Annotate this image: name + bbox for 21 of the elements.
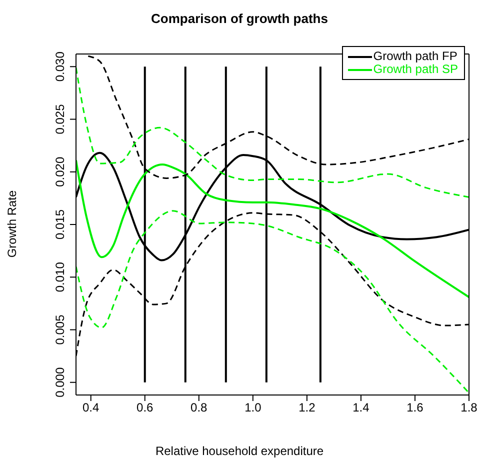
- x-tick-label: 0.6: [136, 400, 154, 415]
- y-tick-label: 0.005: [53, 314, 67, 345]
- x-tick-label: 1.8: [460, 400, 478, 415]
- x-tick-label: 1.0: [244, 400, 262, 415]
- x-tick-label: 0.4: [82, 400, 100, 415]
- x-axis-title: Relative household expenditure: [154, 444, 325, 458]
- x-tick-label: 1.4: [352, 400, 370, 415]
- legend-label: Growth path SP: [373, 62, 458, 76]
- x-tick-label: 0.8: [190, 400, 208, 415]
- line-series: [76, 159, 469, 298]
- y-tick-label: 0.025: [53, 104, 67, 134]
- y-tick-label: 0.015: [53, 209, 67, 240]
- y-tick-label: 0.020: [53, 156, 67, 187]
- x-tick-label: 1.2: [298, 400, 316, 415]
- y-tick-label: 0.030: [53, 51, 67, 82]
- legend-label: Growth path FP: [373, 49, 458, 63]
- x-tick-label: 1.6: [406, 400, 424, 415]
- y-tick-label: 0.000: [53, 367, 67, 398]
- y-tick-label: 0.010: [53, 262, 67, 292]
- y-axis-title: Growth Rate: [5, 190, 19, 258]
- chart-title: Comparison of growth paths: [150, 11, 329, 26]
